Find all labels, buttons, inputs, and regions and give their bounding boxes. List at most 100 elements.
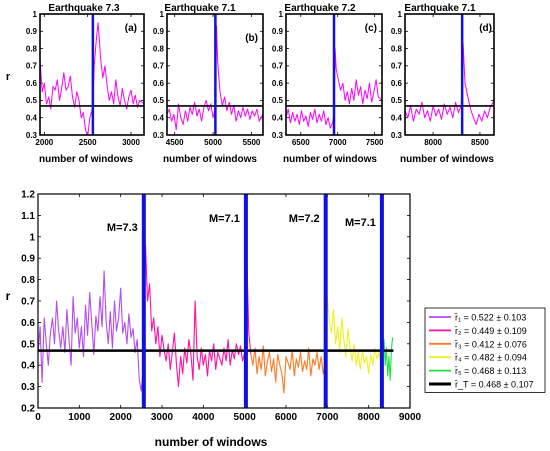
- xtick-label-3-1: 8500: [471, 138, 489, 147]
- ytick-label-4-1: 0.3: [21, 382, 35, 393]
- ytick-label-0-2: 0.5: [26, 96, 38, 105]
- main-event-label-2: M=7.2: [289, 213, 320, 225]
- panel-0-frame: [39, 13, 145, 136]
- panel-a-ylabel: r: [6, 71, 11, 83]
- legend-entry-5: r̄_T = 0.468 ± 0.107: [454, 380, 534, 390]
- ytick-label-0-3: 0.6: [26, 79, 38, 88]
- main-series-1: [142, 244, 252, 388]
- panel-3-series-0: [405, 42, 494, 126]
- ytick-label-2-6: 0.9: [272, 27, 284, 36]
- xtick-label-4-4: 4000: [192, 412, 215, 423]
- panel-1-plot: [167, 14, 263, 135]
- panel-d: Earthquake 7.1 (d) number of windows: [400, 3, 494, 165]
- ytick-label-4-7: 0.9: [21, 254, 35, 265]
- ytick-label-1-3: 0.6: [153, 79, 165, 88]
- panel-b-label: (b): [245, 33, 258, 44]
- ytick-label-3-0: 0.3: [391, 131, 403, 140]
- panel-3-plot: [405, 14, 494, 135]
- ytick-label-2-1: 0.4: [272, 114, 284, 123]
- panel-c-title: Earthquake 7.2: [284, 3, 356, 14]
- ytick-label-3-4: 0.7: [391, 62, 403, 71]
- main-series-2: [250, 345, 326, 394]
- ytick-label-4-10: 1.2: [21, 190, 35, 201]
- main-event-label-0: M=7.3: [107, 222, 138, 234]
- ytick-label-4-4: 0.6: [21, 318, 35, 329]
- main-frame: [37, 193, 411, 409]
- legend-entry-3: r̄₄ = 0.482 ± 0.094: [454, 353, 527, 363]
- ytick-label-3-3: 0.6: [391, 79, 403, 88]
- panel-d-label: (d): [479, 23, 492, 34]
- xtick-label-2-0: 6500: [292, 138, 310, 147]
- xtick-label-2-1: 7000: [329, 138, 347, 147]
- main-event-label-3: M=7.1: [345, 217, 376, 229]
- ytick-label-2-4: 0.7: [272, 62, 284, 71]
- ytick-label-1-1: 0.4: [153, 114, 165, 123]
- legend-entry-0: r̄₁ = 0.522 ± 0.103: [454, 313, 526, 323]
- panel-a-title: Earthquake 7.3: [48, 3, 120, 14]
- ytick-label-3-6: 0.9: [391, 27, 403, 36]
- xtick-label-2-2: 7500: [366, 138, 384, 147]
- ytick-label-0-0: 0.3: [26, 131, 38, 140]
- ytick-label-1-0: 0.3: [153, 131, 165, 140]
- ytick-label-2-7: 1: [279, 10, 284, 19]
- panel-3-frame: [404, 13, 495, 136]
- xtick-label-0-2: 3000: [122, 138, 140, 147]
- ytick-label-3-1: 0.4: [391, 114, 403, 123]
- panel-b-title: Earthquake 7.1: [164, 3, 236, 14]
- panel-0-series-0: [40, 22, 144, 135]
- ytick-label-2-3: 0.6: [272, 79, 284, 88]
- xtick-label-1-0: 4500: [166, 138, 184, 147]
- main-series-4: [382, 337, 394, 381]
- ytick-label-0-7: 1: [33, 10, 38, 19]
- main-plot: [38, 194, 394, 408]
- xtick-label-4-8: 8000: [358, 412, 381, 423]
- xtick-label-3-0: 8000: [424, 138, 442, 147]
- ytick-label-1-2: 0.5: [153, 96, 165, 105]
- ytick-label-4-6: 0.8: [21, 275, 35, 286]
- xtick-label-4-6: 6000: [275, 412, 298, 423]
- ytick-label-0-6: 0.9: [26, 27, 38, 36]
- panel-c-label: (c): [365, 23, 377, 34]
- ytick-label-1-6: 0.9: [153, 27, 165, 36]
- ytick-label-2-5: 0.8: [272, 44, 284, 53]
- xtick-label-0-0: 2000: [35, 138, 53, 147]
- panel-d-title: Earthquake 7.1: [404, 3, 476, 14]
- ytick-label-4-2: 0.4: [21, 361, 35, 372]
- ytick-label-1-7: 1: [160, 10, 165, 19]
- ytick-label-2-2: 0.5: [272, 96, 284, 105]
- ytick-label-4-9: 1.1: [21, 211, 35, 222]
- panel-a-label: (a): [125, 23, 137, 34]
- panel-a: Earthquake 7.3 (a) number of windows r: [6, 3, 137, 165]
- panel-1-frame: [166, 13, 264, 136]
- ytick-label-4-3: 0.5: [21, 339, 35, 350]
- ytick-label-4-8: 1: [29, 232, 35, 243]
- main-panel: number of windows r: [6, 289, 268, 449]
- xtick-label-4-2: 2000: [110, 412, 133, 423]
- xtick-label-4-5: 5000: [234, 412, 257, 423]
- ytick-label-0-4: 0.7: [26, 62, 38, 71]
- ytick-label-1-5: 0.8: [153, 44, 165, 53]
- legend-entry-4: r̄₅ = 0.468 ± 0.113: [454, 366, 526, 376]
- ytick-label-1-4: 0.7: [153, 62, 165, 71]
- xtick-label-4-3: 3000: [151, 412, 174, 423]
- xtick-label-1-2: 5500: [243, 138, 261, 147]
- xtick-label-4-7: 7000: [316, 412, 339, 423]
- panel-c-xlabel: number of windows: [283, 154, 377, 165]
- ytick-label-4-0: 0.2: [21, 404, 35, 415]
- xtick-label-1-1: 5000: [204, 138, 222, 147]
- ytick-label-0-5: 0.8: [26, 44, 38, 53]
- ytick-label-3-7: 1: [398, 10, 403, 19]
- main-series-0: [38, 270, 144, 392]
- legend-entry-2: r̄₃ = 0.412 ± 0.076: [454, 339, 527, 349]
- main-xlabel: number of windows: [155, 435, 268, 449]
- ytick-label-2-0: 0.3: [272, 131, 284, 140]
- main-event-label-1: M=7.1: [209, 213, 240, 225]
- panel-b-xlabel: number of windows: [163, 154, 257, 165]
- panel-2-frame: [285, 13, 383, 136]
- xtick-label-0-1: 2500: [79, 138, 97, 147]
- panel-b: Earthquake 7.1 (b) number of windows: [163, 3, 258, 165]
- panel-c: Earthquake 7.2 (c) number of windows: [283, 3, 377, 165]
- main-series-3: [324, 296, 384, 375]
- legend-entry-1: r̄₂ = 0.449 ± 0.109: [454, 326, 527, 336]
